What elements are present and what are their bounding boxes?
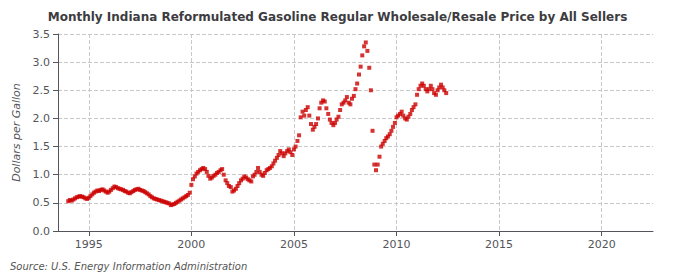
svg-text:1995: 1995 <box>75 238 103 251</box>
svg-text:0.5: 0.5 <box>33 196 51 209</box>
svg-text:1.5: 1.5 <box>33 140 51 153</box>
svg-text:0.0: 0.0 <box>33 225 51 238</box>
svg-text:Monthly Indiana Reformulated G: Monthly Indiana Reformulated Gasoline Re… <box>48 10 628 24</box>
svg-text:Source: U.S. Energy Informatio: Source: U.S. Energy Information Administ… <box>10 261 247 272</box>
svg-text:3.0: 3.0 <box>33 56 51 69</box>
svg-text:2005: 2005 <box>280 238 308 251</box>
svg-text:2000: 2000 <box>177 238 205 251</box>
svg-text:2015: 2015 <box>485 238 513 251</box>
svg-text:2020: 2020 <box>588 238 616 251</box>
svg-text:3.5: 3.5 <box>33 28 51 41</box>
svg-text:2010: 2010 <box>383 238 411 251</box>
svg-text:2.5: 2.5 <box>33 84 51 97</box>
svg-text:2.0: 2.0 <box>33 112 51 125</box>
svg-text:1.0: 1.0 <box>33 168 51 181</box>
svg-text:Dollars per Gallon: Dollars per Gallon <box>10 83 23 182</box>
